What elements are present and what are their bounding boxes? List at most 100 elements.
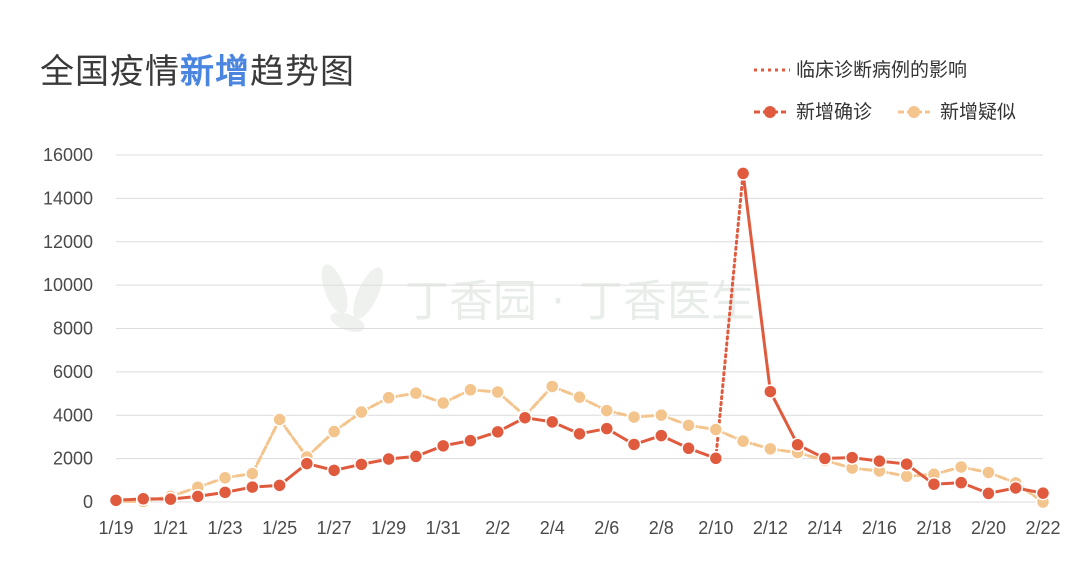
- confirmed-point: [599, 421, 615, 436]
- confirmed-point: [926, 476, 942, 492]
- suspected-point: [326, 424, 342, 439]
- confirmed-point: [817, 451, 833, 466]
- legend-item-suspected: 新增疑似: [894, 100, 1044, 124]
- confirmed-point: [299, 456, 315, 471]
- confirmed-point: [272, 478, 287, 493]
- suspected-point: [245, 466, 260, 481]
- watermark-text: 丁香园 · 丁香医生: [405, 276, 755, 327]
- confirmed-point: [136, 491, 151, 507]
- suspected-point: [354, 404, 369, 420]
- suspected-point: [654, 407, 669, 423]
- confirmed-point: [517, 410, 533, 425]
- confirmed-point: [381, 451, 396, 467]
- confirmed-line-segment: [741, 171, 772, 394]
- x-tick-label: 2/22: [1025, 518, 1060, 538]
- suspected-point: [490, 384, 505, 400]
- suspected-point: [381, 390, 396, 405]
- suspected-point: [217, 470, 233, 486]
- confirmed-point: [108, 493, 124, 508]
- title-highlight: 新增: [180, 52, 250, 92]
- confirmed-point: [463, 433, 478, 448]
- y-tick-label: 0: [83, 492, 93, 512]
- x-tick-label: 1/21: [153, 518, 188, 538]
- x-tick-label: 2/16: [862, 518, 897, 538]
- legend-item-confirmed: 新增确诊: [750, 100, 880, 124]
- confirmed-point: [490, 424, 505, 440]
- confirmed-point: [981, 486, 996, 501]
- suspected-point: [681, 418, 696, 433]
- y-tick-label: 12000: [43, 232, 93, 252]
- x-tick-label: 1/25: [262, 518, 297, 538]
- confirmed-point: [326, 463, 342, 478]
- x-tick-label: 2/6: [594, 518, 619, 538]
- confirmed-point: [953, 475, 969, 490]
- suspected-point: [572, 389, 587, 405]
- suspected-point: [763, 441, 778, 457]
- suspected-point: [708, 422, 724, 437]
- suspected-point: [272, 412, 287, 427]
- confirmed-point: [763, 384, 778, 399]
- x-tick-label: 1/29: [371, 518, 406, 538]
- confirmed-point: [899, 456, 914, 472]
- y-tick-label: 14000: [43, 188, 93, 208]
- confirmed-point: [354, 457, 369, 472]
- watermark: 丁香园 · 丁香医生: [321, 264, 755, 332]
- confirmed-point: [1035, 485, 1051, 501]
- confirmed-point: [408, 449, 424, 464]
- title-suffix: 趋势图: [250, 52, 355, 92]
- confirmed-point: [872, 453, 887, 469]
- confirmed-point: [190, 489, 206, 504]
- suspected-point: [435, 395, 451, 411]
- clinical-diagnosis-segment: [714, 171, 745, 460]
- x-tick-label: 2/18: [916, 518, 951, 538]
- suspected-point: [463, 382, 478, 398]
- y-tick-label: 6000: [53, 362, 93, 382]
- confirmed-point: [681, 441, 696, 456]
- x-tick-label: 2/10: [698, 518, 733, 538]
- confirmed-point: [544, 414, 560, 430]
- suspected-point: [626, 409, 642, 425]
- x-tick-label: 1/31: [426, 518, 461, 538]
- y-tick-label: 4000: [53, 405, 93, 425]
- y-tick-label: 8000: [53, 319, 93, 339]
- y-tick-label: 2000: [53, 449, 93, 469]
- legend-label-confirmed: 新增确诊: [796, 101, 873, 123]
- suspected-line-segment: [250, 417, 282, 476]
- y-tick-label: 10000: [43, 275, 93, 295]
- suspected-line-legend-icon: [898, 106, 930, 118]
- legend-label-suspected: 新增疑似: [940, 101, 1017, 123]
- x-tick-label: 2/8: [649, 518, 674, 538]
- title-prefix: 全国疫情: [40, 52, 180, 92]
- x-tick-label: 2/20: [971, 518, 1006, 538]
- x-tick-label: 2/4: [540, 518, 565, 538]
- suspected-point: [735, 433, 751, 449]
- x-tick-label: 2/12: [753, 518, 788, 538]
- suspected-line-segment: [278, 417, 309, 459]
- x-tick-label: 2/2: [485, 518, 510, 538]
- confirmed-point: [245, 479, 260, 495]
- confirmed-point: [790, 437, 805, 452]
- confirmed-point: [735, 166, 751, 181]
- confirmed-line-segment: [768, 390, 800, 447]
- confirmed-point: [1008, 480, 1023, 496]
- confirmed-line-legend-icon: [754, 106, 786, 118]
- confirmed-point: [844, 450, 860, 465]
- suspected-point: [899, 469, 914, 484]
- confirmed-point: [217, 485, 233, 500]
- confirmed-point: [435, 438, 451, 454]
- confirmed-point: [708, 451, 724, 466]
- confirmed-point: [626, 437, 642, 452]
- x-tick-label: 2/14: [807, 518, 842, 538]
- legend-item-clinical: 临床诊断病例的影响: [750, 58, 1050, 82]
- suspected-point: [544, 379, 560, 394]
- confirmed-point: [572, 426, 587, 442]
- confirmed-point: [163, 491, 178, 507]
- chart-title: 全国疫情新增趋势图: [40, 44, 355, 93]
- suspected-point: [953, 459, 969, 475]
- y-tick-label: 16000: [43, 145, 93, 165]
- suspected-point: [981, 465, 996, 480]
- suspected-point: [408, 385, 424, 401]
- x-tick-label: 1/23: [208, 518, 243, 538]
- x-tick-label: 1/27: [317, 518, 352, 538]
